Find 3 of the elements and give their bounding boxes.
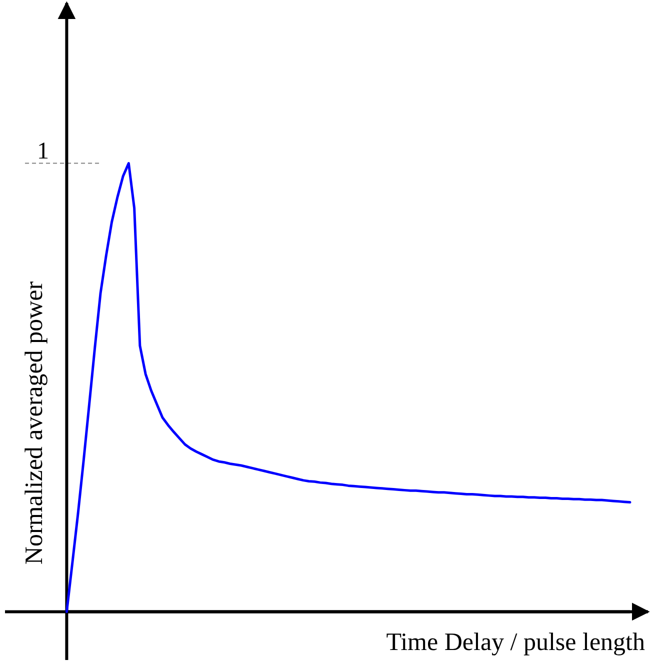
- y-axis-title: Normalized averaged power: [21, 280, 48, 565]
- ref-line-label: 1: [37, 138, 49, 164]
- x-axis-title: Time Delay / pulse length: [386, 629, 646, 656]
